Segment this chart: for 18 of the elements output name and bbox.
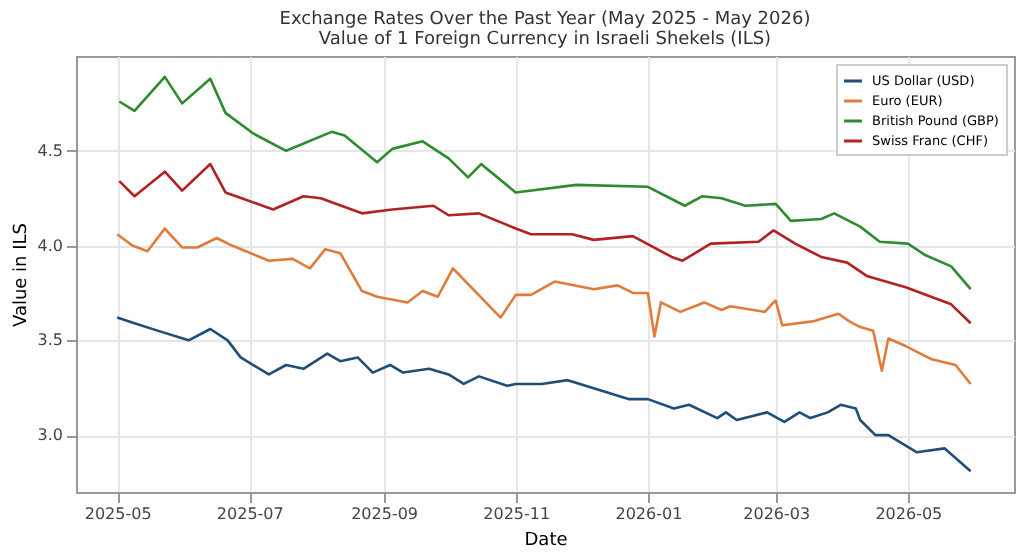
line-series (115, 316, 972, 473)
x-tick-label: 2025-11 (483, 505, 551, 523)
x-axis-title: Date (524, 531, 569, 551)
x-tick-label: 2026-05 (875, 505, 943, 523)
x-tick-label: 2025-07 (216, 505, 284, 523)
line-series (118, 162, 972, 325)
y-tick-label: 4.0 (37, 236, 63, 255)
x-tick-label: 2025-05 (84, 505, 152, 523)
y-tick-label: 3.5 (37, 331, 63, 350)
x-tick-label: 2026-03 (743, 505, 811, 523)
line-series (115, 227, 972, 386)
chart-subtitle: Value of 1 Foreign Currency in Israeli Shekels (ILS) (318, 30, 772, 50)
chart-title: Exchange Rates Over the Past Year (May 2025 - May 2026) (279, 10, 811, 30)
x-tick-label: 2026-01 (615, 505, 683, 523)
y-tick-label: 4.5 (37, 141, 63, 160)
x-tick-label: 2025-09 (351, 505, 419, 523)
y-axis-title: Value in ILS (11, 222, 32, 328)
y-tick-label: 3.0 (37, 426, 63, 445)
